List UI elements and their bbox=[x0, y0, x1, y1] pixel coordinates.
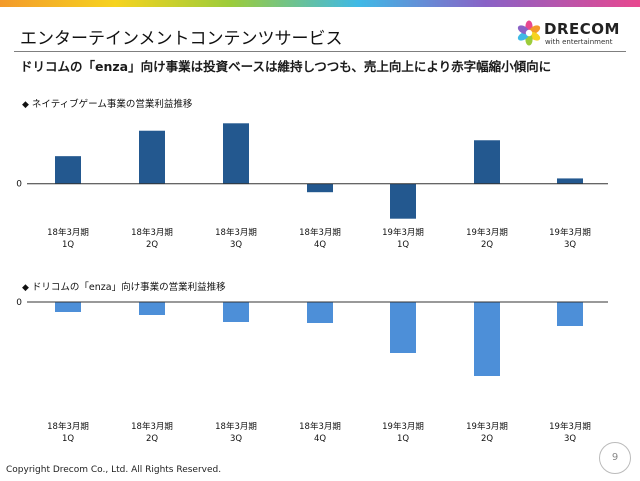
flower-logo-icon bbox=[517, 20, 541, 46]
x-tick-label-period: 19年3月期 bbox=[466, 227, 508, 238]
x-tick-label-quarter: 1Q bbox=[397, 240, 409, 250]
diamond-bullet-icon: ◆ bbox=[22, 100, 29, 110]
bar bbox=[557, 302, 583, 326]
bar bbox=[390, 183, 416, 219]
x-tick-label-period: 19年3月期 bbox=[466, 421, 508, 432]
x-tick-label-quarter: 1Q bbox=[62, 434, 74, 444]
bar bbox=[55, 302, 81, 312]
copyright-notice: Copyright Drecom Co., Ltd. All Rights Re… bbox=[6, 465, 222, 475]
enza-profit-plot: 0 18年3月期 1Q 18年3月期 2Q 18年3月期 3Q 18年3月期 4Q 19年3月期 1… bbox=[16, 298, 608, 444]
native-game-profit-plot: 0 18年3月期 1Q 18年3月期 2Q 18年3月期 3Q 18年3月期 4Q 19年3月期 1… bbox=[16, 123, 608, 250]
x-tick-label-period: 19年3月期 bbox=[549, 227, 591, 238]
bar bbox=[390, 302, 416, 353]
bar bbox=[474, 140, 500, 184]
x-tick-label-period: 18年3月期 bbox=[47, 227, 89, 238]
x-tick-label-quarter: 2Q bbox=[481, 434, 493, 444]
x-tick-label-quarter: 3Q bbox=[230, 240, 242, 250]
enza-profit-chart: ◆ ドリコムの「enza」向け事業の営業利益推移 0 18年3月期 1Q 18年3月期 2… bbox=[0, 276, 640, 446]
logo-tagline: with entertainment bbox=[545, 38, 613, 46]
bar bbox=[139, 130, 165, 184]
x-tick-label-quarter: 1Q bbox=[397, 434, 409, 444]
x-tick-label-period: 19年3月期 bbox=[382, 227, 424, 238]
x-tick-label-quarter: 2Q bbox=[146, 434, 158, 444]
title-divider bbox=[14, 51, 626, 52]
x-tick-label-quarter: 3Q bbox=[564, 434, 576, 444]
bar bbox=[474, 302, 500, 376]
bar bbox=[307, 183, 333, 193]
x-tick-label-quarter: 3Q bbox=[230, 434, 242, 444]
x-tick-label-quarter: 4Q bbox=[314, 434, 326, 444]
x-tick-label-period: 18年3月期 bbox=[299, 227, 341, 238]
page-number: 9 bbox=[599, 442, 631, 474]
zero-tick-label: 0 bbox=[16, 180, 22, 190]
x-tick-label-quarter: 1Q bbox=[62, 240, 74, 250]
chart-title: ◆ ネイティブゲーム事業の営業利益推移 bbox=[22, 96, 192, 110]
bar bbox=[139, 302, 165, 315]
drecom-logo: DRECOM with entertainment bbox=[516, 20, 622, 48]
x-tick-label-period: 18年3月期 bbox=[131, 421, 173, 432]
rainbow-banner bbox=[0, 0, 640, 7]
bar bbox=[223, 123, 249, 184]
bar bbox=[55, 156, 81, 184]
x-tick-label-period: 19年3月期 bbox=[549, 421, 591, 432]
x-tick-label-period: 19年3月期 bbox=[382, 421, 424, 432]
chart-title-text: ネイティブゲーム事業の営業利益推移 bbox=[31, 99, 193, 110]
x-tick-label-period: 18年3月期 bbox=[131, 227, 173, 238]
native-game-profit-chart: ◆ ネイティブゲーム事業の営業利益推移 0 18年3月期 1Q 18年3月期 2Q 18年3… bbox=[0, 92, 640, 252]
bar bbox=[557, 178, 583, 184]
x-tick-label-quarter: 2Q bbox=[481, 240, 493, 250]
slide-title: エンターテインメントコンテンツサービス bbox=[20, 29, 343, 49]
chart-title: ◆ ドリコムの「enza」向け事業の営業利益推移 bbox=[22, 279, 226, 293]
bar bbox=[223, 302, 249, 322]
x-tick-label-quarter: 3Q bbox=[564, 240, 576, 250]
chart-title-text: ドリコムの「enza」向け事業の営業利益推移 bbox=[31, 282, 226, 293]
logo-wordmark: DRECOM bbox=[544, 20, 620, 38]
diamond-bullet-icon: ◆ bbox=[22, 283, 29, 293]
slide-subtitle: ドリコムの「enza」向け事業は投資ベースは維持しつつも、売上向上により赤字幅縮… bbox=[20, 59, 552, 74]
x-tick-label-period: 18年3月期 bbox=[215, 227, 257, 238]
x-tick-label-quarter: 4Q bbox=[314, 240, 326, 250]
zero-tick-label: 0 bbox=[16, 298, 22, 308]
x-tick-label-period: 18年3月期 bbox=[47, 421, 89, 432]
x-tick-label-period: 18年3月期 bbox=[299, 421, 341, 432]
x-tick-label-quarter: 2Q bbox=[146, 240, 158, 250]
x-tick-label-period: 18年3月期 bbox=[215, 421, 257, 432]
bar bbox=[307, 302, 333, 323]
